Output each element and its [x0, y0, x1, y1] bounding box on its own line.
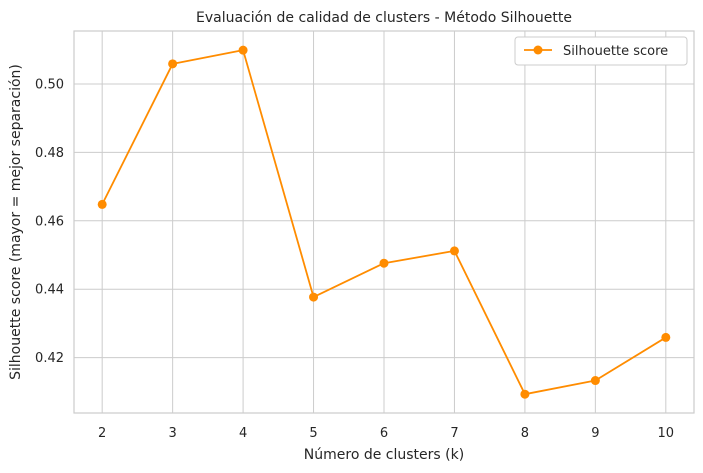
x-tick-label: 2 — [98, 426, 106, 441]
chart-title: Evaluación de calidad de clusters - Méto… — [196, 10, 572, 26]
y-tick-label: 0.50 — [35, 78, 64, 93]
x-tick-label: 9 — [591, 426, 599, 441]
data-point — [238, 45, 248, 55]
data-point — [309, 292, 319, 302]
x-tick-label: 5 — [309, 426, 317, 441]
y-axis-label: Silhouette score (mayor = mejor separaci… — [8, 64, 24, 380]
y-tick-labels: 0.42 0.44 0.46 0.48 0.50 — [35, 78, 64, 367]
legend-label: Silhouette score — [563, 44, 668, 59]
x-tick-label: 7 — [450, 426, 458, 441]
data-point — [661, 332, 671, 342]
data-point — [520, 389, 530, 399]
data-point — [379, 258, 389, 268]
y-tick-label: 0.46 — [35, 214, 64, 229]
x-tick-label: 8 — [521, 426, 529, 441]
x-tick-label: 6 — [380, 426, 388, 441]
x-tick-label: 4 — [239, 426, 247, 441]
plot-frame — [73, 30, 695, 414]
legend-box — [514, 36, 688, 66]
x-axis-label: Número de clusters (k) — [304, 447, 464, 463]
x-tick-label: 10 — [658, 426, 675, 441]
legend: Silhouette score — [514, 36, 688, 66]
grid-lines — [74, 31, 694, 413]
series-layer — [97, 45, 671, 399]
y-tick-label: 0.44 — [35, 283, 64, 298]
data-point — [449, 246, 459, 256]
data-point — [168, 59, 178, 69]
y-tick-label: 0.48 — [35, 146, 64, 161]
y-tick-label: 0.42 — [35, 351, 64, 366]
x-tick-labels: 2 3 4 5 6 7 8 9 10 — [98, 426, 674, 441]
data-point — [590, 376, 600, 386]
x-tick-label: 3 — [168, 426, 176, 441]
legend-marker-swatch — [533, 45, 543, 55]
data-point — [97, 199, 107, 209]
